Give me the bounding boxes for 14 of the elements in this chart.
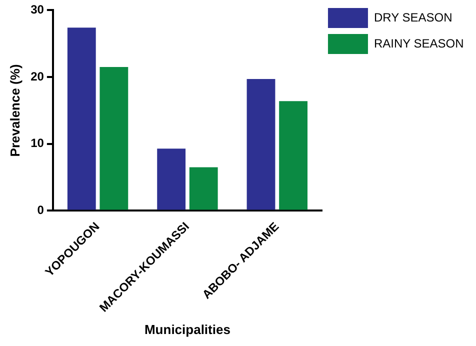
y-tick-label: 20 (30, 69, 44, 84)
legend-label: DRY SEASON (374, 10, 452, 24)
bar (189, 167, 218, 210)
bar (100, 67, 128, 210)
y-axis-title: Prevalence (%) (7, 64, 22, 157)
bar (157, 148, 186, 210)
y-tick-label: 0 (37, 203, 44, 218)
y-tick-label: 10 (30, 136, 44, 150)
bar (67, 28, 96, 210)
bar (279, 101, 308, 210)
y-tick-label: 30 (30, 2, 44, 17)
bar (246, 79, 276, 210)
x-axis-title: Municipalities (144, 322, 230, 337)
legend-label: RAINY SEASON (374, 36, 464, 50)
